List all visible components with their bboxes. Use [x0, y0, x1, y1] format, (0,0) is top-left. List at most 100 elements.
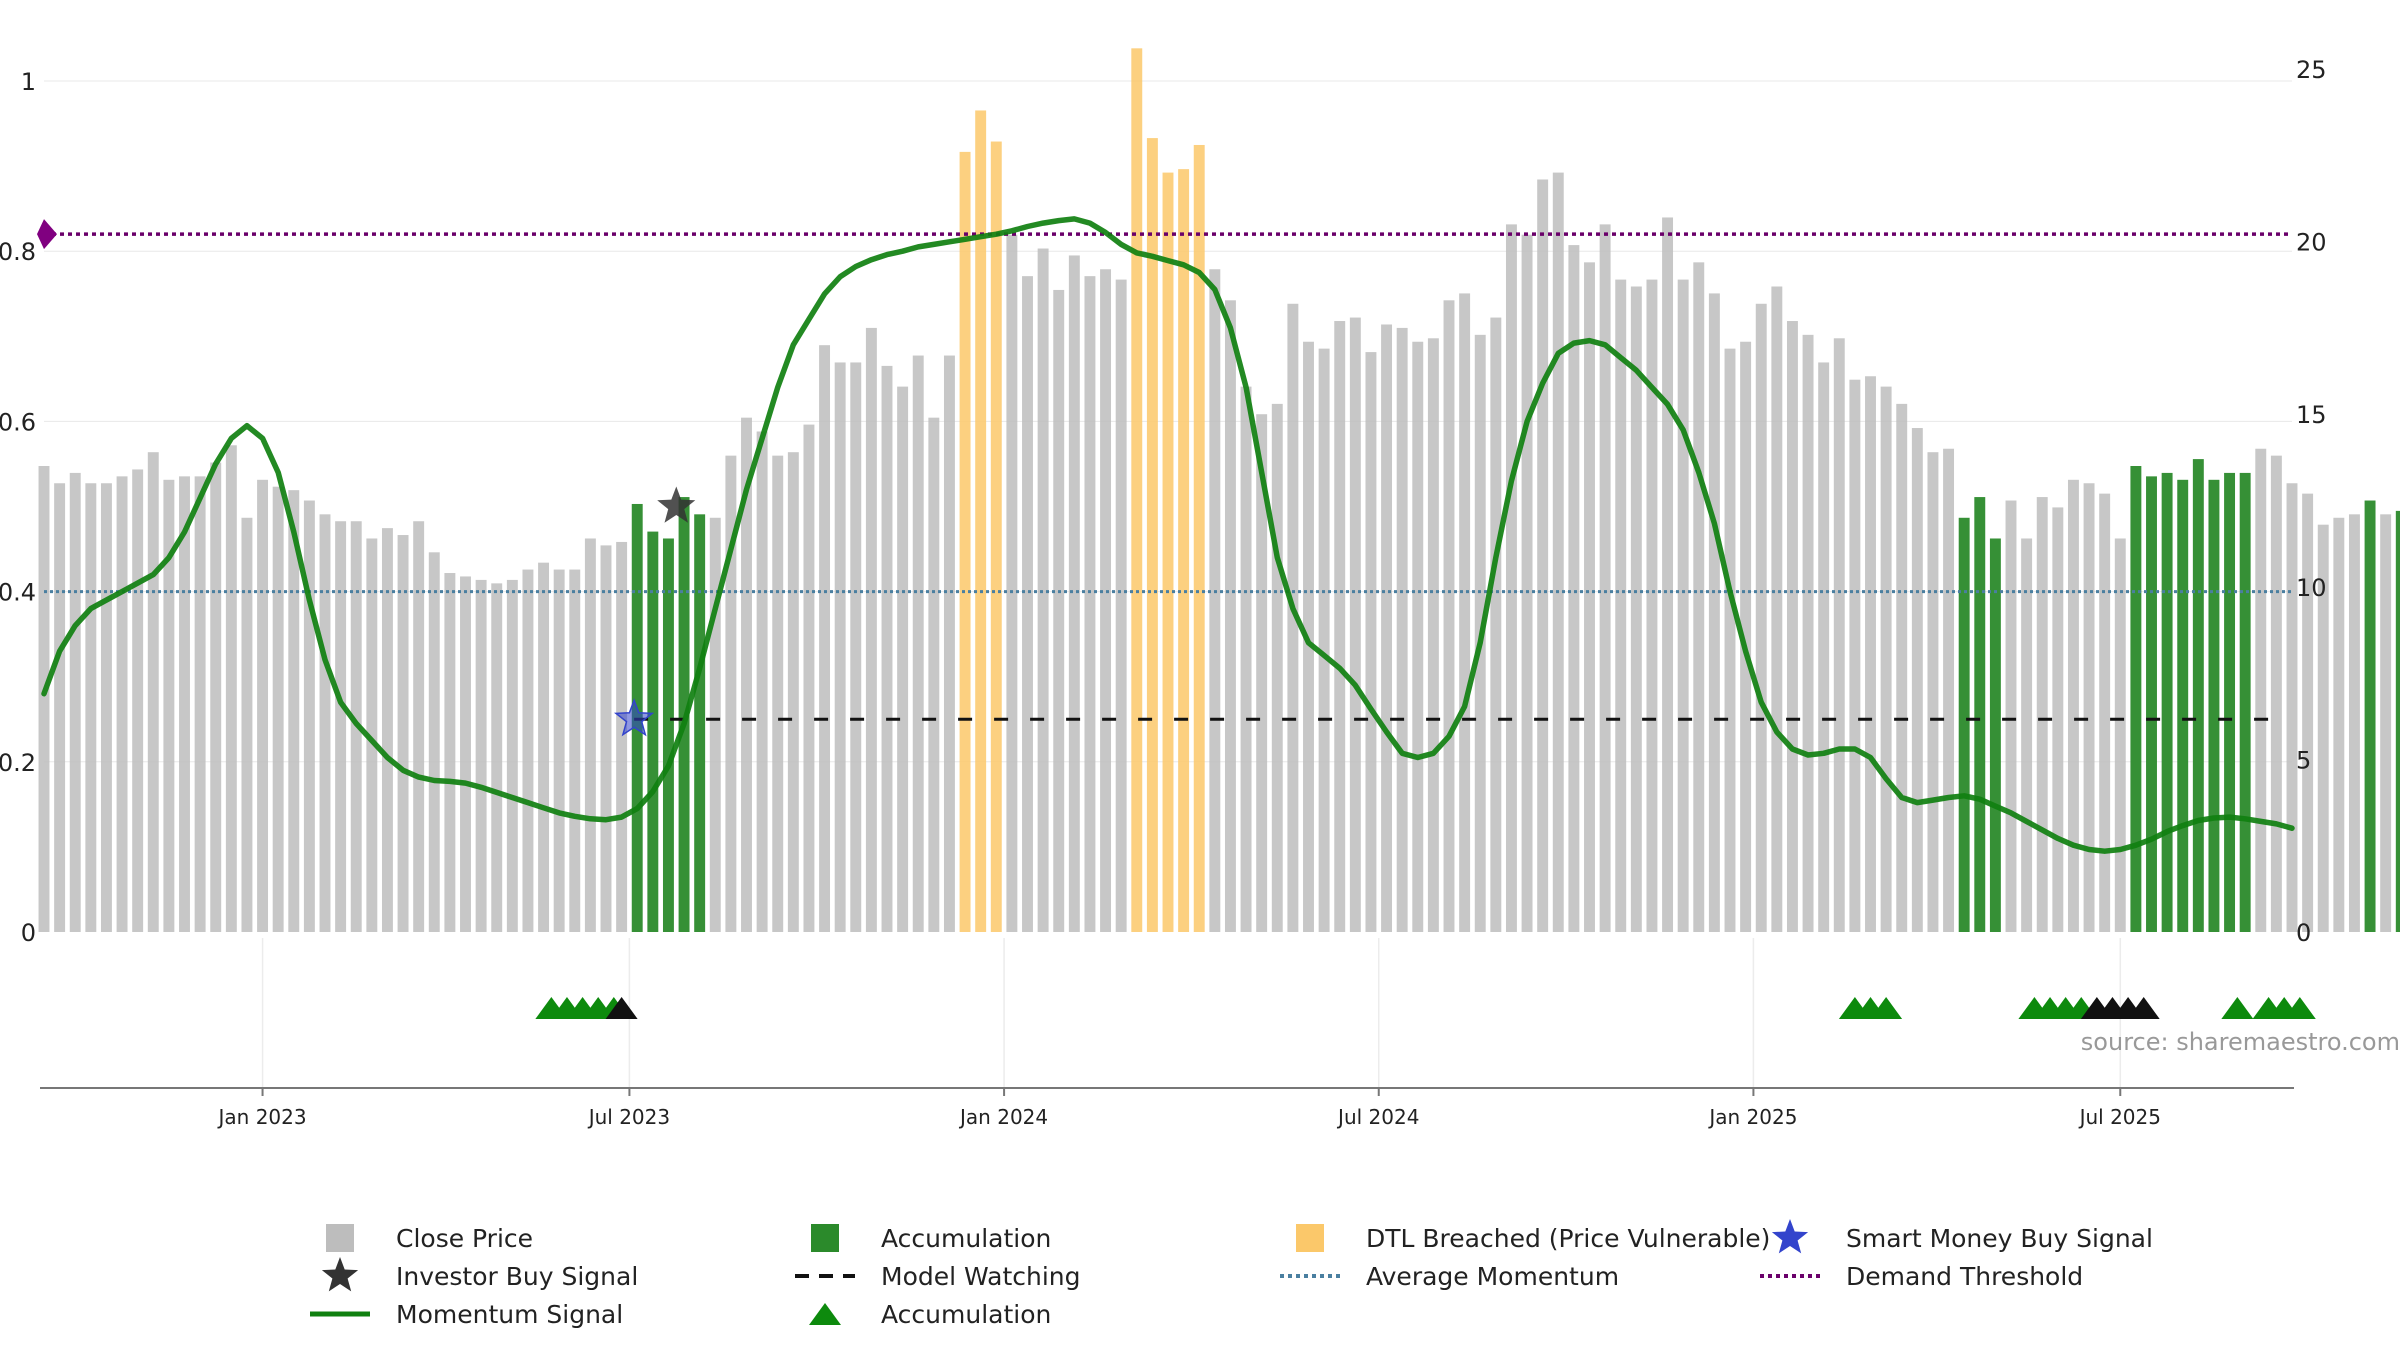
- left-axis-tick-label: 0.8: [0, 238, 36, 266]
- close-price-bar: [2099, 493, 2111, 932]
- accumulation-triangle: [1870, 997, 1903, 1019]
- x-axis-tick-label: Jul 2025: [2078, 1105, 2161, 1129]
- close-price-bar: [303, 500, 315, 932]
- close-price-bar: [1568, 245, 1580, 932]
- accumulation-bar: [2177, 479, 2189, 932]
- legend: Close Price Accumulation DTL Breached (Pri…: [310, 1219, 2153, 1329]
- dtl-breached-bar: [1193, 144, 1205, 932]
- x-axis-tick-label: Jul 2023: [587, 1105, 670, 1129]
- legend-label: Smart Money Buy Signal: [1846, 1224, 2153, 1253]
- legend-swatch: [1296, 1224, 1324, 1252]
- close-price-bar: [1865, 376, 1876, 933]
- signal-triangle-black: [2127, 997, 2160, 1019]
- right-axis-tick-label: 5: [2296, 746, 2311, 774]
- legend-item: Momentum Signal: [310, 1300, 623, 1329]
- close-price-bar: [584, 538, 596, 932]
- right-axis-tick-label: 20: [2296, 229, 2327, 257]
- close-price-bar: [2067, 479, 2079, 932]
- close-price-bar: [397, 535, 409, 932]
- legend-label: Demand Threshold: [1846, 1262, 2083, 1291]
- dtl-breached-bar: [1146, 138, 1158, 932]
- close-price-bar: [116, 476, 128, 932]
- accumulation-bar: [2364, 500, 2376, 932]
- close-price-bar: [1037, 248, 1049, 933]
- close-price-bar: [1740, 341, 1752, 932]
- signal-triangle-black: [605, 997, 638, 1019]
- accumulation-bar: [647, 531, 659, 932]
- close-price-bar: [1584, 262, 1595, 933]
- close-price-bar: [522, 569, 534, 932]
- close-price-bar: [444, 573, 456, 932]
- close-price-bar: [460, 576, 471, 932]
- demand-threshold-marker: [37, 219, 57, 250]
- accumulation-bar: [1958, 517, 1970, 932]
- close-price-bar: [2286, 483, 2298, 932]
- close-price-bar: [1115, 279, 1127, 933]
- legend-label: DTL Breached (Price Vulnerable): [1366, 1224, 1770, 1253]
- close-price-bar: [1537, 179, 1549, 933]
- close-price-bar: [897, 386, 909, 932]
- close-price-bar: [1318, 348, 1330, 932]
- close-price-bar: [943, 355, 955, 932]
- close-price-bar: [1521, 234, 1533, 932]
- close-price-bar: [1693, 262, 1705, 933]
- close-price-bar: [2052, 507, 2064, 932]
- accumulation-bar: [2239, 472, 2251, 932]
- close-price-bar: [850, 362, 862, 932]
- close-price-bar: [2348, 514, 2360, 932]
- dtl-breached-bar: [975, 110, 987, 933]
- close-price-bar: [912, 355, 924, 932]
- left-axis-tick-label: 1: [21, 68, 36, 96]
- close-price-bar: [335, 521, 347, 932]
- close-price-bar: [257, 479, 269, 932]
- close-price-bar: [569, 569, 581, 932]
- close-price-bar: [1755, 303, 1767, 933]
- close-price-bar: [1724, 348, 1736, 932]
- legend-star-icon: [1771, 1219, 1809, 1254]
- close-price-bar: [538, 562, 550, 932]
- close-price-bar: [834, 362, 846, 932]
- accumulation-bar: [1974, 497, 1986, 932]
- close-price-bar: [428, 552, 440, 932]
- bars-layer: [38, 48, 2400, 933]
- x-axis-tick-label: Jul 2024: [1336, 1105, 1419, 1129]
- close-price-bar: [179, 476, 190, 932]
- close-price-bar: [54, 483, 66, 932]
- dtl-breached-bar: [1178, 169, 1190, 932]
- close-price-bar: [475, 579, 487, 932]
- close-price-bar: [1771, 286, 1783, 933]
- close-price-bar: [2380, 514, 2392, 932]
- close-price-bar: [38, 466, 50, 932]
- close-price-bar: [803, 424, 815, 932]
- close-price-bar: [147, 452, 159, 932]
- close-price-bar: [1630, 286, 1642, 933]
- source-label: source: sharemaestro.com: [2081, 1028, 2400, 1056]
- legend-label: Investor Buy Signal: [396, 1262, 638, 1291]
- close-price-bar: [865, 327, 877, 933]
- close-price-bar: [1459, 293, 1471, 932]
- close-price-bar: [1802, 334, 1814, 933]
- accumulation-bar: [2208, 479, 2220, 932]
- accumulation-triangle: [2283, 997, 2316, 1019]
- close-price-bar: [132, 469, 144, 932]
- close-price-bar: [1443, 300, 1455, 932]
- accumulation-bar: [2395, 510, 2400, 932]
- x-axis-tick-label: Jan 2023: [217, 1105, 307, 1129]
- close-price-bar: [1849, 379, 1861, 932]
- accumulation-bar: [2192, 459, 2204, 932]
- close-price-bar: [1786, 321, 1798, 932]
- legend-item: Accumulation: [809, 1300, 1051, 1329]
- close-price-bar: [194, 476, 206, 932]
- close-price-bar: [1209, 269, 1221, 932]
- dtl-breached-bar: [1162, 172, 1174, 932]
- close-price-bar: [787, 452, 799, 932]
- close-price-bar: [1599, 224, 1611, 933]
- accumulation-bar: [2224, 472, 2236, 932]
- close-price-bar: [1911, 428, 1923, 932]
- right-axis-tick-label: 0: [2296, 919, 2311, 947]
- close-price-bar: [2317, 524, 2329, 932]
- close-price-bar: [1615, 279, 1627, 933]
- x-axis-tick-label: Jan 2024: [958, 1105, 1048, 1129]
- close-price-bar: [1646, 279, 1658, 933]
